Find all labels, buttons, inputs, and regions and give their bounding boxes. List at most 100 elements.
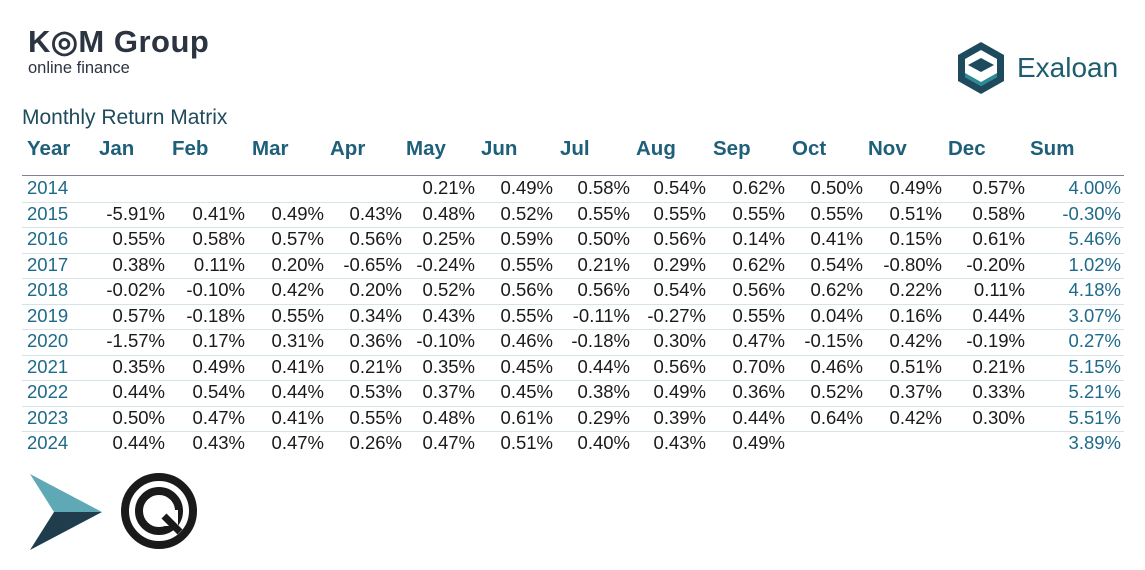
return-cell-may: 0.47% [422,432,475,453]
return-cell-jan: 0.50% [112,407,165,428]
return-cell-may: 0.21% [422,177,475,198]
return-cell-sep: 0.55% [732,203,785,224]
return-cell-jun: 0.55% [500,254,553,275]
column-header-mar: Mar [252,137,289,160]
return-cell-sep: 0.44% [732,407,785,428]
return-cell-jun: 0.51% [500,432,553,453]
return-cell-aug: 0.56% [653,228,706,249]
return-cell-jun: 0.45% [500,381,553,402]
return-cell-aug: 0.54% [653,279,706,300]
year-label: 2022 [27,381,69,402]
return-cell-may: 0.25% [422,228,475,249]
return-cell-apr: 0.26% [349,432,402,453]
column-header-aug: Aug [636,137,676,160]
return-cell-jul: 0.29% [577,407,630,428]
return-cell-aug: 0.49% [653,381,706,402]
return-cell-may: -0.24% [416,254,475,275]
year-label: 2021 [27,356,69,377]
return-cell-feb: 0.41% [192,203,245,224]
column-header-nov: Nov [868,137,907,160]
row-divider [22,431,1124,432]
exaloan-wordmark: Exaloan [1017,52,1119,83]
return-cell-oct: 0.50% [810,177,863,198]
return-cell-jun: 0.45% [500,356,553,377]
sum-cell: 0.27% [1068,330,1121,351]
return-cell-jun: 0.59% [500,228,553,249]
return-cell-oct: 0.41% [810,228,863,249]
sum-cell: 4.00% [1068,177,1121,198]
return-cell-mar: 0.20% [271,254,324,275]
column-header-jul: Jul [560,137,590,160]
return-cell-sep: 0.56% [732,279,785,300]
column-header-sep: Sep [713,137,751,160]
return-cell-apr: 0.20% [349,279,402,300]
column-header-jan: Jan [99,137,135,160]
sum-cell: 5.46% [1068,228,1121,249]
return-cell-dec: 0.44% [972,305,1025,326]
return-cell-apr: 0.53% [349,381,402,402]
year-label: 2023 [27,407,69,428]
return-cell-jan: 0.57% [112,305,165,326]
return-cell-jul: 0.38% [577,381,630,402]
return-cell-apr: 0.36% [349,330,402,351]
year-label: 2020 [27,330,69,351]
row-divider [22,406,1124,407]
return-cell-oct: 0.55% [810,203,863,224]
return-cell-oct: 0.46% [810,356,863,377]
return-cell-jan: 0.44% [112,381,165,402]
return-cell-apr: 0.21% [349,356,402,377]
return-cell-jan: 0.44% [112,432,165,453]
matrix-title: Monthly Return Matrix [22,106,228,129]
sum-cell: 5.15% [1068,356,1121,377]
return-cell-may: 0.48% [422,203,475,224]
return-cell-feb: 0.49% [192,356,245,377]
return-cell-may: 0.37% [422,381,475,402]
return-cell-nov: 0.15% [889,228,942,249]
sum-cell: -0.30% [1062,203,1121,224]
return-cell-mar: 0.44% [271,381,324,402]
return-cell-mar: 0.31% [271,330,324,351]
return-cell-jan: 0.38% [112,254,165,275]
return-cell-jan: 0.55% [112,228,165,249]
year-label: 2024 [27,432,69,453]
return-cell-jun: 0.49% [500,177,553,198]
sum-cell: 1.02% [1068,254,1121,275]
return-cell-apr: 0.43% [349,203,402,224]
return-cell-jul: 0.58% [577,177,630,198]
return-cell-oct: -0.15% [804,330,863,351]
return-cell-dec: 0.21% [972,356,1025,377]
sum-cell: 4.18% [1068,279,1121,300]
return-cell-aug: 0.55% [653,203,706,224]
return-cell-feb: -0.10% [186,279,245,300]
return-cell-jul: 0.40% [577,432,630,453]
row-divider [22,380,1124,381]
return-cell-dec: 0.57% [972,177,1025,198]
return-cell-jul: 0.50% [577,228,630,249]
return-cell-oct: 0.62% [810,279,863,300]
return-cell-mar: 0.49% [271,203,324,224]
return-cell-jun: 0.55% [500,305,553,326]
return-cell-jan: -5.91% [106,203,165,224]
column-header-sum: Sum [1030,137,1075,160]
return-cell-dec: 0.30% [972,407,1025,428]
return-cell-mar: 0.42% [271,279,324,300]
return-cell-nov: 0.22% [889,279,942,300]
return-cell-feb: 0.11% [193,254,245,275]
return-cell-may: 0.43% [422,305,475,326]
return-cell-jun: 0.46% [500,330,553,351]
return-cell-mar: 0.57% [271,228,324,249]
return-cell-nov: 0.42% [889,407,942,428]
return-cell-oct: 0.64% [810,407,863,428]
return-cell-sep: 0.55% [732,305,785,326]
exaloan-hexagon-icon [958,42,1004,94]
return-cell-apr: 0.34% [349,305,402,326]
return-cell-sep: 0.36% [732,381,785,402]
return-cell-sep: 0.49% [732,432,785,453]
return-cell-aug: 0.29% [653,254,706,275]
return-cell-may: 0.52% [422,279,475,300]
return-cell-aug: 0.56% [653,356,706,377]
return-cell-jul: -0.11% [572,305,630,326]
row-divider [22,329,1124,330]
return-cell-mar: 0.41% [271,356,324,377]
sum-cell: 5.51% [1068,407,1121,428]
